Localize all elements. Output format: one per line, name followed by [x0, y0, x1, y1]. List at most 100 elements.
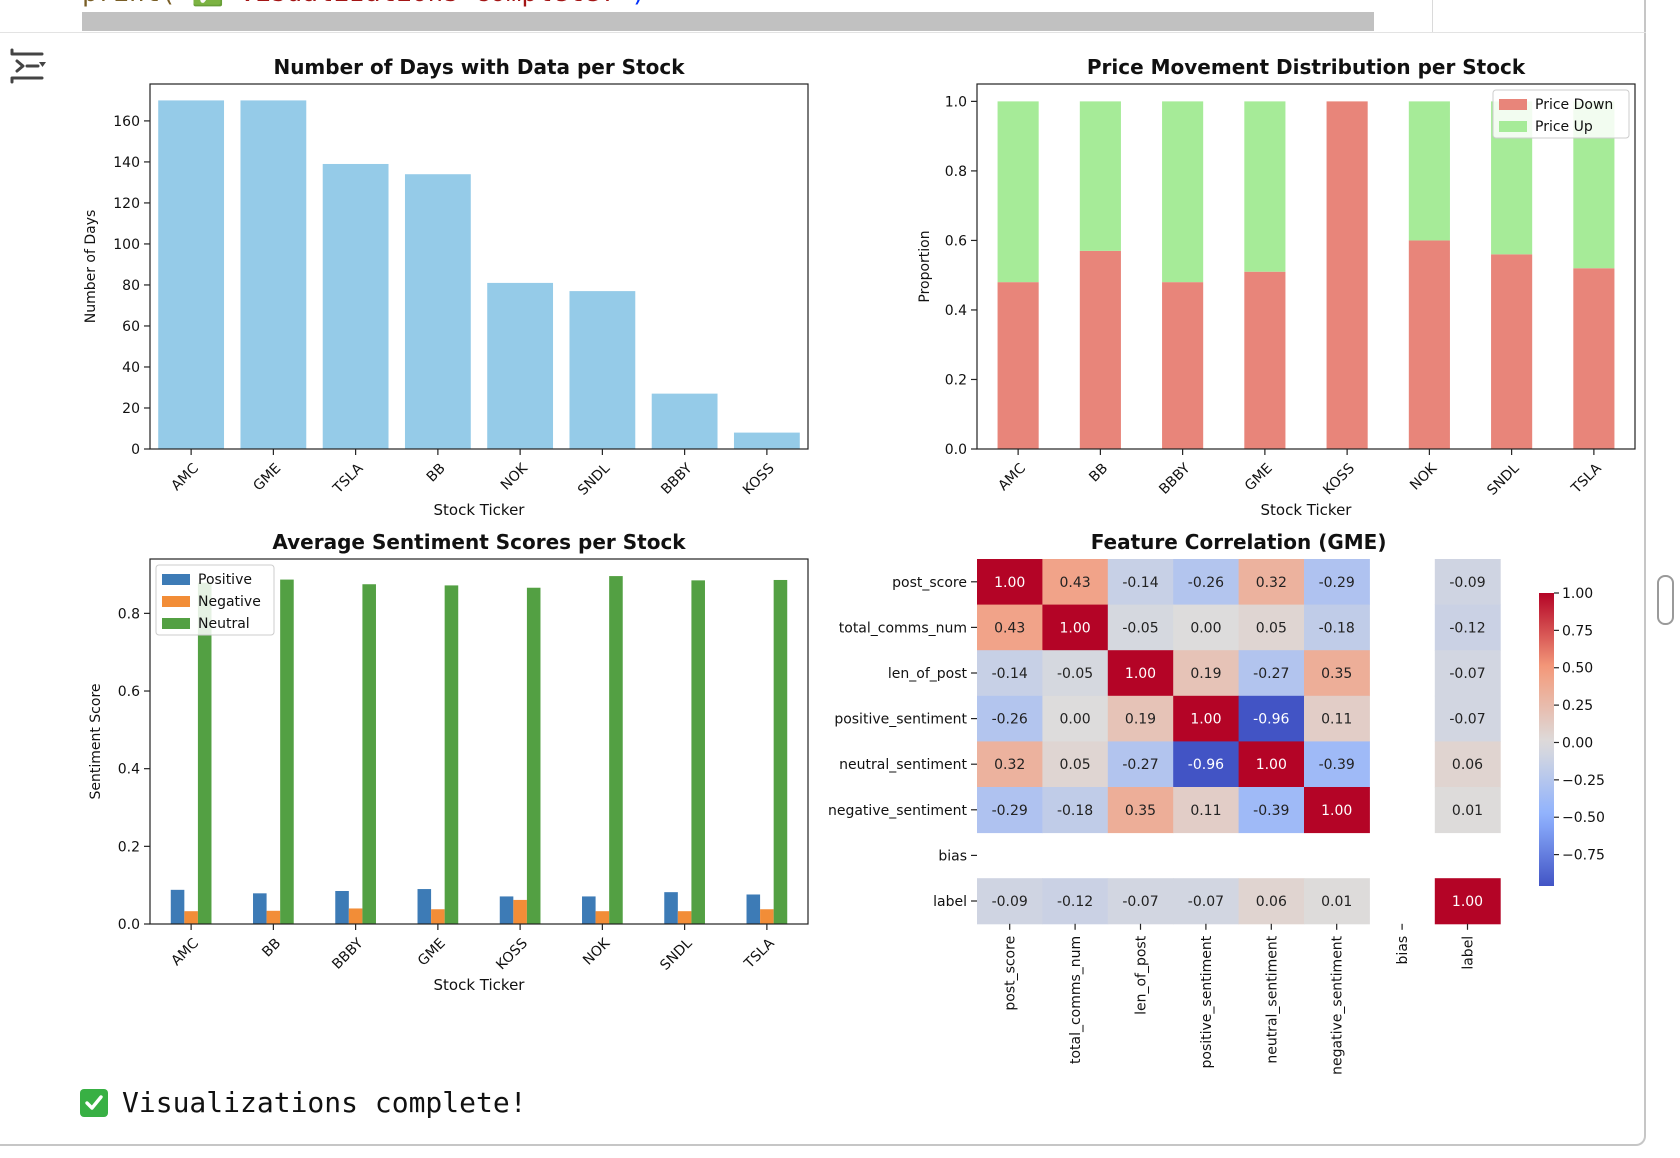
- horizontal-scrollbar[interactable]: [82, 12, 1374, 31]
- sentiment-bar: [499, 896, 514, 924]
- heatmap-cell-value: -0.14: [1122, 575, 1158, 591]
- heatmap-cell-value: -0.18: [1319, 620, 1355, 636]
- heatmap-cell-value: -0.39: [1319, 757, 1355, 773]
- heatmap-cell: [977, 878, 1043, 925]
- heatmap-cell-value: 1.00: [1125, 666, 1156, 682]
- colorbar-tick-label: −0.50: [1562, 810, 1605, 826]
- price-bar-segment: [1244, 101, 1286, 272]
- heatmap-cell: [1042, 878, 1109, 925]
- sentiment-bar: [431, 909, 445, 924]
- heatmap-cell-value: -0.07: [1449, 712, 1485, 728]
- days-bar: [322, 163, 389, 449]
- heatmap-cell-value: -0.29: [1319, 575, 1355, 591]
- heatmap-cell: [1042, 650, 1109, 697]
- days-ytick-label: 160: [113, 114, 140, 130]
- price-legend-label: Price Down: [1535, 97, 1613, 113]
- sentiment-axes-frame: [149, 558, 809, 925]
- heatmap-row-label: label: [933, 894, 967, 910]
- sentiment-y-axis-label: Sentiment Score: [88, 683, 104, 799]
- heatmap-cell-value: 0.43: [1060, 575, 1091, 591]
- heatmap-cell: [1238, 787, 1305, 834]
- days-y-axis-label: Number of Days: [83, 210, 99, 324]
- heatmap-cell-value: 0.01: [1321, 894, 1352, 910]
- sentiment-xtick-label: SNDL: [657, 935, 695, 973]
- vertical-scrollbar-thumb[interactable]: [1657, 575, 1674, 625]
- sentiment-ytick-label: 0.4: [118, 762, 140, 778]
- sentiment-legend-swatch: [162, 618, 190, 629]
- price-xtick-label: KOSS: [1320, 460, 1358, 498]
- heatmap-cell: [1434, 878, 1501, 925]
- price-bar-segment: [1326, 101, 1368, 449]
- sentiment-bar: [348, 908, 363, 924]
- sentiment-xtick-label: BBBY: [329, 935, 367, 973]
- price-ytick-label: 0.0: [945, 442, 967, 458]
- heatmap-cell-value: 1.00: [1190, 712, 1221, 728]
- sentiment-legend-label: Positive: [198, 572, 252, 588]
- colorbar-tick-label: −0.25: [1562, 773, 1605, 789]
- sentiment-ytick-label: 0.6: [118, 684, 140, 700]
- heatmap-cell-value: -0.26: [1188, 575, 1224, 591]
- heatmap-cell: [977, 604, 1043, 651]
- days-xtick-label: TSLA: [330, 460, 367, 497]
- sentiment-bar: [362, 584, 376, 924]
- sentiment-bar: [595, 911, 610, 924]
- heatmap-cell-value: 0.43: [994, 620, 1025, 636]
- heatmap-cell-value: 0.19: [1125, 712, 1156, 728]
- heatmap-cell: [1238, 695, 1305, 742]
- heatmap-cell-value: -0.96: [1188, 757, 1224, 773]
- heatmap-cell: [1107, 878, 1174, 925]
- heatmap-cell-value: -0.07: [1449, 666, 1485, 682]
- price-xtick-label: NOK: [1407, 460, 1441, 494]
- sentiment-bar: [170, 889, 185, 924]
- sentiment-ytick-label: 0.2: [118, 839, 140, 855]
- days-x-axis-label: Stock Ticker: [434, 501, 526, 519]
- heatmap-cell: [1304, 878, 1370, 925]
- sentiment-bar: [513, 899, 527, 924]
- code-line[interactable]: print("✅ Visualizations complete!"): [82, 0, 647, 8]
- heatmap-cell-value: -0.09: [992, 894, 1028, 910]
- days-bar: [569, 291, 636, 449]
- price-xtick-label: GME: [1242, 461, 1276, 495]
- heatmap-cell: [1434, 695, 1501, 742]
- heatmap-cell: [1434, 604, 1501, 651]
- sentiment-bar: [184, 911, 198, 924]
- cell-divider-horizontal: [0, 32, 1646, 33]
- status-text: Visualizations complete!: [122, 1086, 527, 1119]
- heatmap-cell: [1042, 787, 1109, 834]
- heatmap-cell: [1107, 741, 1174, 788]
- sentiment-bar: [253, 893, 267, 924]
- heatmap-row-label: bias: [938, 848, 967, 864]
- output-toggle-icon[interactable]: [8, 48, 50, 84]
- heatmap-col-label: neutral_sentiment: [1264, 935, 1280, 1063]
- heatmap-cell-value: -0.26: [992, 712, 1028, 728]
- price-legend-swatch: [1499, 99, 1527, 110]
- price-bar-segment: [1162, 282, 1204, 449]
- heatmap-cell: [1238, 604, 1305, 651]
- days-bar: [651, 393, 718, 449]
- price-y-axis-label: Proportion: [917, 230, 933, 302]
- heatmap-col-label: negative_sentiment: [1330, 935, 1346, 1075]
- price-x-axis-label: Stock Ticker: [1261, 501, 1353, 519]
- days-bar: [158, 100, 225, 450]
- sentiment-xtick-label: GME: [415, 936, 449, 970]
- sentiment-bar: [746, 894, 761, 924]
- heatmap-row-label: negative_sentiment: [828, 803, 968, 819]
- heatmap-cell-value: 0.06: [1256, 894, 1287, 910]
- heatmap-cell-value: 1.00: [1060, 620, 1091, 636]
- sentiment-legend-swatch: [162, 574, 190, 585]
- heatmap-row-label: post_score: [892, 575, 967, 591]
- heatmap-cell-value: -0.27: [1122, 757, 1158, 773]
- colorbar-tick-label: 0.50: [1562, 661, 1593, 677]
- colorbar-tick-label: 0.75: [1562, 623, 1593, 639]
- heatmap-cell-value: 0.35: [1125, 803, 1156, 819]
- days-xtick-label: BB: [424, 461, 449, 486]
- days-xtick-label: SNDL: [575, 460, 613, 498]
- heatmap-cell: [1434, 787, 1501, 834]
- colorbar-tick-label: 1.00: [1562, 586, 1593, 602]
- colorbar-tick-label: 0.00: [1562, 735, 1593, 751]
- price-xtick-label: BB: [1086, 461, 1111, 486]
- colorbar-tick-label: 0.25: [1562, 698, 1593, 714]
- days-xtick-label: GME: [250, 461, 284, 495]
- heatmap-cell-value: 0.11: [1190, 803, 1221, 819]
- price-ytick-label: 0.6: [945, 233, 967, 249]
